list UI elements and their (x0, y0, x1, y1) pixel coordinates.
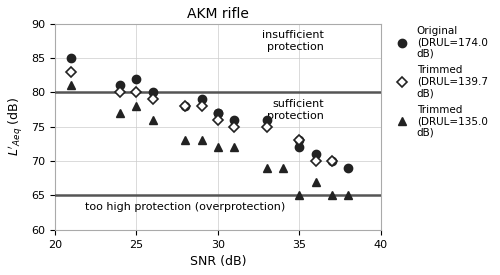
Text: insufficient
protection: insufficient protection (262, 30, 324, 52)
Text: too high protection (overprotection): too high protection (overprotection) (85, 202, 285, 212)
Title: AKM rifle: AKM rifle (187, 7, 249, 21)
X-axis label: SNR (dB): SNR (dB) (190, 255, 246, 268)
Text: sufficient
protection: sufficient protection (267, 99, 324, 121)
Legend: Original
(DRUL=174.0
dB), Trimmed
(DRUL=139.7
dB), Trimmed
(DRUL=135.0
dB): Original (DRUL=174.0 dB), Trimmed (DRUL=… (388, 21, 492, 142)
Y-axis label: $L'_{Aeq}$ (dB): $L'_{Aeq}$ (dB) (7, 97, 26, 156)
